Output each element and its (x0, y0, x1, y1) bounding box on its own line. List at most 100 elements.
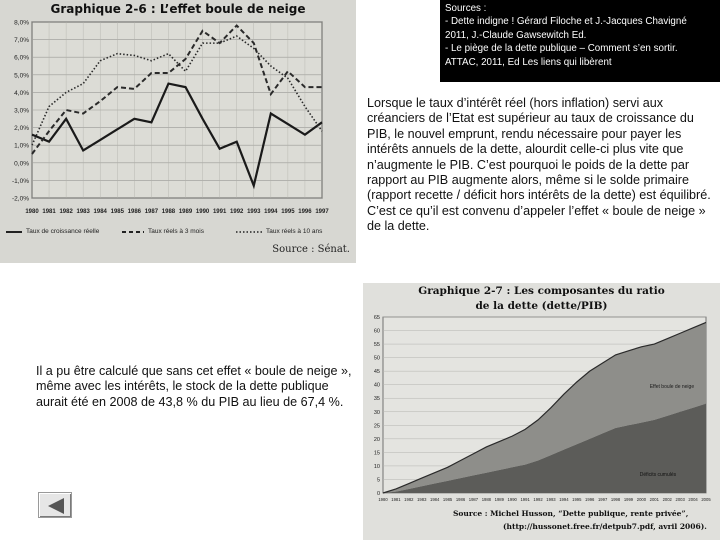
chart-legend: Taux de croissance réelle Taux réels à 3… (4, 226, 352, 240)
x-tick-label: 1983 (417, 497, 427, 502)
y-tick-label: 6,0% (14, 55, 29, 62)
x-tick-label: 1980 (25, 209, 39, 215)
x-tick-label: 1996 (585, 497, 595, 502)
x-tick-label: 2004 (688, 497, 698, 502)
y-tick-label: 0 (377, 491, 380, 497)
legend-label-10ans: Taux réels à 10 ans (266, 228, 323, 235)
x-tick-label: 1983 (76, 209, 90, 215)
x-tick-label: 1996 (298, 209, 312, 215)
y-tick-label: 4,0% (14, 90, 29, 97)
x-tick-label: 1992 (230, 209, 244, 215)
x-tick-label: 2003 (675, 497, 685, 502)
x-tick-label: 1982 (404, 497, 414, 502)
sources-line: Sources : (445, 3, 487, 14)
x-tick-label: 1990 (508, 497, 518, 502)
sources-box: Sources : - Dette indigne ! Gérard Filoc… (440, 0, 720, 82)
x-tick-label: 1989 (179, 209, 193, 215)
back-button[interactable] (38, 492, 72, 518)
x-tick-label: 1986 (128, 209, 142, 215)
x-tick-label: 1988 (162, 209, 176, 215)
x-tick-label: 1991 (520, 497, 530, 502)
y-tick-label: 3,0% (14, 108, 29, 115)
area-effet-boule-de-neige (383, 322, 706, 493)
x-tick-label: 1987 (145, 209, 159, 215)
chart-title-line1: Graphique 2-7 : Les composantes du ratio (418, 285, 665, 297)
x-tick-label: 2001 (650, 497, 660, 502)
x-tick-label: 1981 (391, 497, 401, 502)
area-label-deficits: Déficits cumulés (640, 472, 677, 478)
figure-composantes-ratio-dette: Graphique 2-7 : Les composantes du ratio… (363, 283, 720, 540)
y-tick-label: 5,0% (14, 72, 29, 79)
line-chart: 8,0% 7,0% 6,0% 5,0% 4,0% 3,0% 2,0% 1,0% 0,0% -1,0… (12, 20, 329, 216)
area-deficits-cumules (383, 403, 706, 493)
series-line-2 (31, 24, 322, 155)
y-tick-label: 25 (374, 423, 380, 429)
sources-line: - Dette indigne ! Gérard Filoche et J.-J… (445, 16, 687, 28)
x-tick-label: 1998 (611, 497, 621, 502)
x-tick-label: 1993 (546, 497, 556, 502)
y-tick-label: 60 (374, 329, 380, 335)
result-paragraph: Il a pu être calculé que sans cet effet … (36, 364, 352, 409)
y-tick-label: -1,0% (12, 178, 29, 185)
x-tick-label: 1980 (378, 497, 388, 502)
sources-line: 2011, J.-Claude Gawsewitch Ed. (445, 29, 587, 41)
x-tick-label: 1997 (598, 497, 608, 502)
x-tick-label: 1994 (559, 497, 569, 502)
x-tick-label: 1987 (469, 497, 479, 502)
y-tick-label: 40 (374, 383, 380, 389)
x-tick-label: 2005 (701, 497, 711, 502)
x-tick-label: 1997 (315, 209, 329, 215)
total-debt-line (382, 321, 707, 494)
y-tick-label: 8,0% (14, 20, 29, 27)
y-tick-label: 7,0% (14, 37, 29, 44)
y-tick-label: 10 (374, 464, 380, 470)
legend-label-croissance: Taux de croissance réelle (26, 228, 100, 235)
x-tick-label: 1990 (196, 209, 210, 215)
legend-label-3mois: Taux réels à 3 mois (148, 228, 204, 235)
area-label-boule-de-neige: Effet boule de neige (650, 384, 695, 390)
x-tick-label: 1988 (482, 497, 492, 502)
y-tick-label: 0,0% (14, 160, 29, 167)
y-tick-label: 20 (374, 437, 380, 443)
x-tick-label: 2002 (663, 497, 673, 502)
x-tick-label: 1984 (430, 497, 440, 502)
x-tick-label: 1985 (443, 497, 453, 502)
y-tick-label: -2,0% (12, 196, 29, 203)
x-tick-label: 1985 (111, 209, 125, 215)
x-tick-label: 1993 (247, 209, 261, 215)
y-tick-label: 5 (377, 477, 380, 483)
left-arrow-icon (48, 498, 64, 514)
chart-source: Source : Sénat. (272, 244, 350, 255)
x-tick-label: 1986 (456, 497, 466, 502)
explanation-paragraph: Lorsque le taux d’intérêt réel (hors inf… (367, 96, 711, 234)
y-tick-label: 45 (374, 369, 380, 375)
x-tick-label: 1992 (533, 497, 543, 502)
series-line-1 (31, 82, 323, 190)
y-tick-label: 1,0% (14, 143, 29, 150)
x-tick-label: 1999 (624, 497, 634, 502)
x-tick-label: 1995 (281, 209, 295, 215)
chart-source-line2: (http://hussonet.free.fr/detpub7.pdf, av… (503, 522, 707, 531)
y-tick-label: 35 (374, 396, 380, 402)
y-tick-label: 30 (374, 410, 380, 416)
chart-title: Graphique 2-6 : L’effet boule de neige (50, 2, 306, 16)
x-tick-label: 1991 (213, 209, 227, 215)
x-tick-label: 1981 (42, 209, 56, 215)
y-tick-label: 55 (374, 342, 380, 348)
x-tick-label: 1982 (59, 209, 73, 215)
x-tick-label: 1995 (572, 497, 582, 502)
x-tick-label: 1984 (94, 209, 108, 215)
x-tick-label: 1989 (495, 497, 505, 502)
y-tick-label: 15 (374, 450, 380, 456)
y-tick-label: 50 (374, 356, 380, 362)
y-tick-label: 2,0% (14, 125, 29, 132)
x-tick-label: 1994 (264, 209, 278, 215)
chart-source-line1: Source : Michel Husson, “Dette publique,… (453, 509, 689, 518)
sources-line: ATTAC, 2011, Ed Les liens qui libèrent (445, 56, 612, 68)
figure-effet-boule-de-neige: Graphique 2-6 : L’effet boule de neige 8… (0, 0, 356, 263)
sources-line: - Le piège de la dette publique – Commen… (445, 43, 678, 55)
x-tick-label: 2000 (637, 497, 647, 502)
chart-title-line2: de la dette (dette/PIB) (475, 300, 608, 312)
series-line-3 (31, 35, 323, 146)
